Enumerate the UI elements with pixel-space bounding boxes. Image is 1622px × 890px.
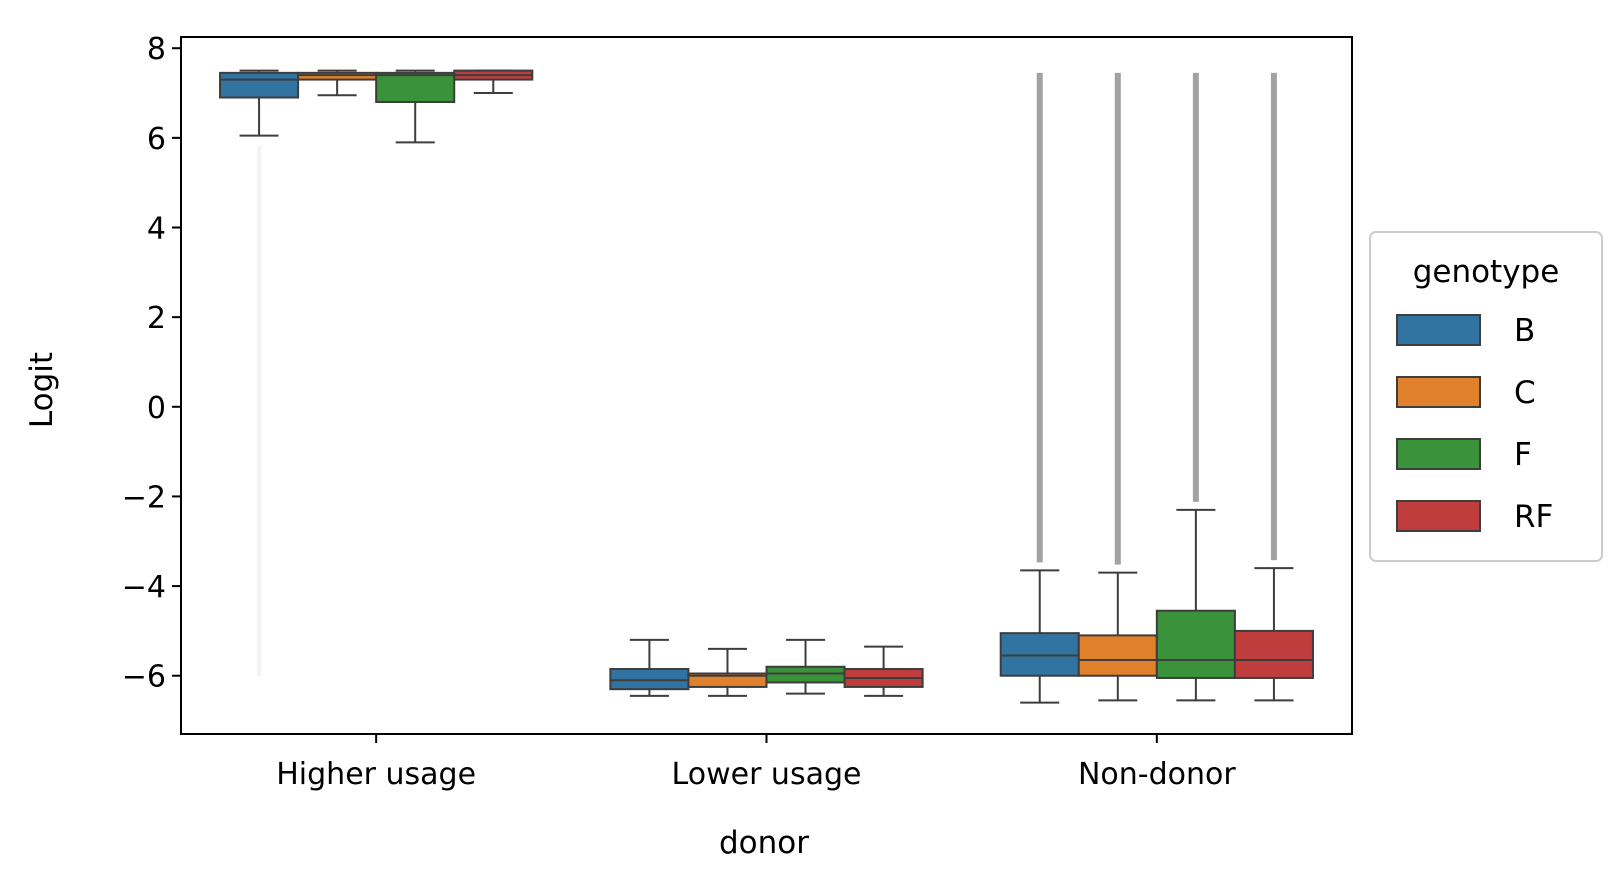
outlier-points — [1036, 72, 1043, 563]
legend-entries: BCF RF — [1396, 313, 1553, 535]
outlier-points — [1270, 72, 1277, 561]
y-tick-label: 2 — [147, 301, 166, 336]
y-tick-label: −4 — [122, 570, 166, 605]
y-tick-label: 8 — [147, 32, 166, 67]
box-iqr — [1155, 609, 1236, 679]
x-axis-label: donor — [719, 825, 809, 861]
box-RF — [1233, 567, 1314, 702]
outlier-points — [1192, 72, 1199, 502]
box-F — [1155, 508, 1236, 702]
legend-swatch — [1396, 500, 1481, 532]
box-iqr — [1077, 634, 1158, 677]
y-axis: 8 6 4 2 0 −2 −4 −6 — [122, 32, 181, 695]
legend: genotype BCF RF — [1369, 231, 1603, 562]
outlier-points — [257, 145, 262, 676]
legend-swatch — [1396, 438, 1481, 470]
y-tick-label: 6 — [147, 122, 166, 157]
legend-title: genotype — [1413, 254, 1560, 290]
legend-swatch — [1396, 376, 1481, 408]
y-tick-label: −2 — [122, 480, 166, 515]
box-iqr — [219, 71, 300, 99]
box-C — [687, 647, 768, 697]
box-RF — [843, 645, 924, 697]
box-iqr — [297, 71, 378, 81]
box-C — [1077, 571, 1158, 702]
box-RF — [453, 69, 534, 95]
box-layer — [219, 69, 1314, 704]
y-tick-label: −6 — [122, 660, 166, 695]
y-tick-label: 4 — [147, 211, 166, 246]
box-iqr — [999, 632, 1080, 677]
legend-swatch — [1396, 314, 1481, 346]
box-iqr — [1233, 629, 1314, 679]
x-axis: Higher usage Lower usage Non-donor — [276, 734, 1236, 792]
box-F — [765, 638, 846, 695]
box-B — [219, 69, 300, 137]
box-iqr — [765, 665, 846, 684]
x-tick-label: Higher usage — [276, 757, 476, 792]
outlier-layer — [257, 72, 1277, 676]
box-iqr — [375, 71, 456, 103]
legend-label: B — [1514, 313, 1535, 349]
y-tick-label: 0 — [147, 391, 166, 426]
x-tick-label: Non-donor — [1078, 757, 1236, 792]
box-iqr — [609, 668, 690, 691]
legend-label: F — [1514, 437, 1532, 473]
legend-label: RF — [1514, 499, 1553, 535]
box-B — [999, 569, 1080, 704]
legend-label: C — [1514, 375, 1536, 411]
x-tick-label: Lower usage — [672, 757, 862, 792]
outlier-points — [1114, 72, 1121, 565]
y-axis-label: Logit — [24, 352, 60, 428]
box-F — [375, 69, 456, 144]
